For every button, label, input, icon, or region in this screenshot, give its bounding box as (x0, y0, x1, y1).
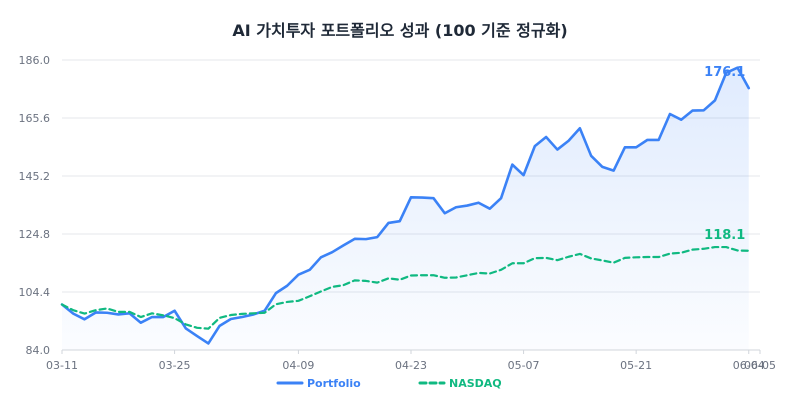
end-value-label-nasdaq: 118.1 (704, 228, 745, 243)
series-area-portfolio (62, 67, 749, 351)
y-tick-label: 104.4 (19, 286, 51, 299)
x-tick-label: 06-04 (733, 359, 765, 372)
y-tick-label: 84.0 (26, 344, 51, 357)
x-tick-label: 03-11 (46, 359, 78, 372)
end-value-label-portfolio: 176.1 (704, 65, 745, 80)
legend-label-nasdaq: NASDAQ (449, 377, 502, 390)
series-line-portfolio (60, 66, 751, 345)
chart-title: AI 가치투자 포트폴리오 성과 (100 기준 정규화) (232, 21, 568, 40)
x-tick-label: 06-05 (744, 359, 776, 372)
series-line-nasdaq (60, 245, 750, 330)
y-tick-label: 165.6 (19, 112, 51, 125)
x-tick-label: 04-23 (395, 359, 427, 372)
y-tick-label: 145.2 (19, 170, 51, 183)
y-tick-label: 124.8 (19, 228, 51, 241)
x-tick-label: 05-21 (620, 359, 652, 372)
x-tick-label: 05-07 (508, 359, 540, 372)
x-tick-label: 03-25 (159, 359, 191, 372)
x-tick-label: 04-09 (282, 359, 314, 372)
y-tick-label: 186.0 (19, 54, 51, 67)
legend-label-portfolio: Portfolio (307, 377, 361, 390)
